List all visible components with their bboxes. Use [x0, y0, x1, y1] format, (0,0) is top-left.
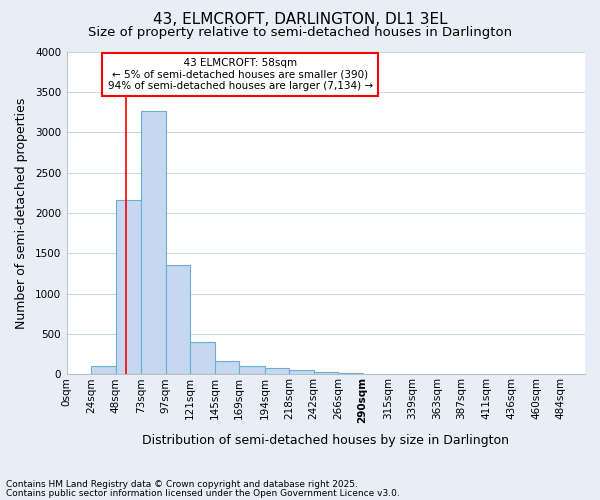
- X-axis label: Distribution of semi-detached houses by size in Darlington: Distribution of semi-detached houses by …: [142, 434, 509, 448]
- Bar: [239, 366, 265, 374]
- Bar: [314, 372, 338, 374]
- Bar: [116, 200, 141, 374]
- Text: Contains public sector information licensed under the Open Government Licence v3: Contains public sector information licen…: [6, 488, 400, 498]
- Bar: [265, 368, 289, 374]
- Text: Contains HM Land Registry data © Crown copyright and database right 2025.: Contains HM Land Registry data © Crown c…: [6, 480, 358, 489]
- Text: 43, ELMCROFT, DARLINGTON, DL1 3EL: 43, ELMCROFT, DARLINGTON, DL1 3EL: [152, 12, 448, 28]
- Bar: [141, 112, 166, 374]
- Bar: [215, 361, 239, 374]
- Text: Size of property relative to semi-detached houses in Darlington: Size of property relative to semi-detach…: [88, 26, 512, 39]
- Text: 43 ELMCROFT: 58sqm  
← 5% of semi-detached houses are smaller (390)
94% of semi-: 43 ELMCROFT: 58sqm ← 5% of semi-detached…: [107, 58, 373, 91]
- Bar: [91, 366, 116, 374]
- Y-axis label: Number of semi-detached properties: Number of semi-detached properties: [15, 98, 28, 328]
- Bar: [289, 370, 314, 374]
- Bar: [166, 266, 190, 374]
- Bar: [190, 342, 215, 374]
- Bar: [338, 373, 362, 374]
